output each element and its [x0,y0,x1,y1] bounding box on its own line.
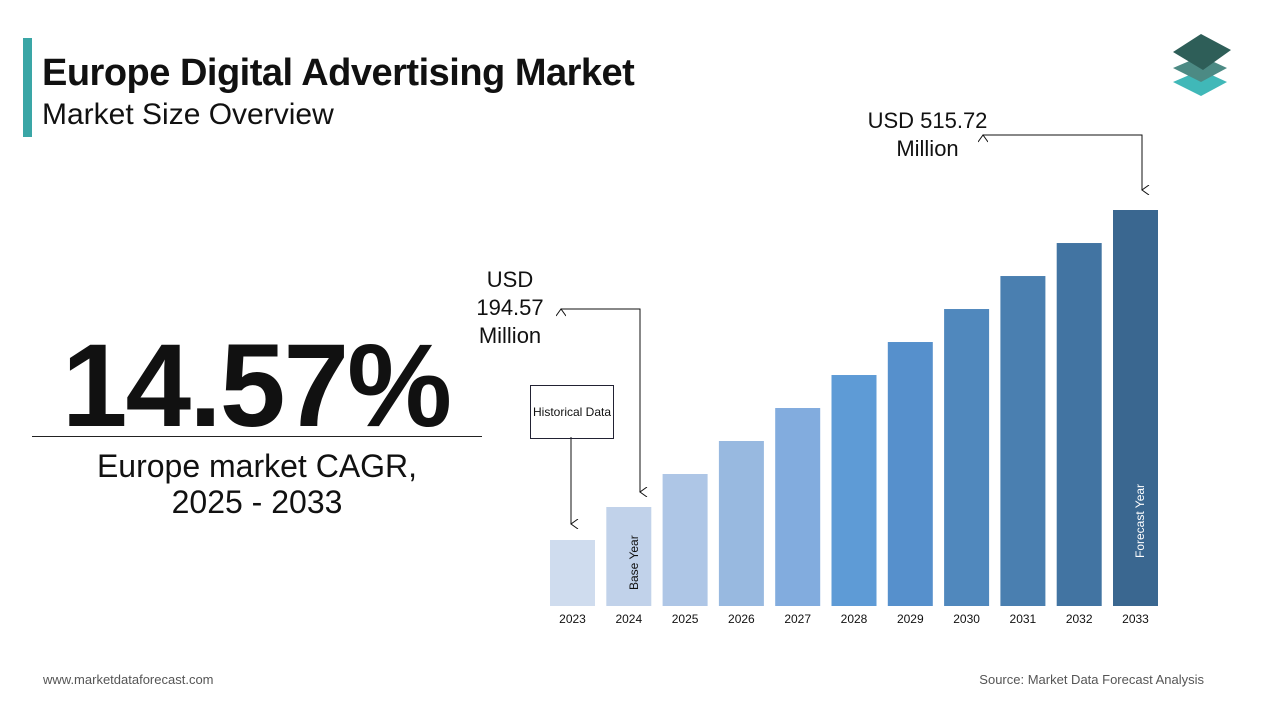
x-tick-label: 2032 [1065,612,1093,626]
x-tick-label: 2028 [840,612,868,626]
bar-2031 [1000,276,1046,606]
bar-2024 [606,507,652,606]
website-link[interactable]: www.marketdataforecast.com [43,672,214,687]
page-subtitle: Market Size Overview [42,98,334,131]
x-tick-label: 2033 [1122,612,1149,626]
bar-2030 [944,309,990,606]
x-tick-label: 2029 [896,612,924,626]
end-value-line2: Million [896,136,959,161]
historical-data-box: Historical Data [530,385,614,439]
bar-2033 [1113,210,1158,606]
end-value-arrow [983,135,1142,190]
bar-2027 [775,408,821,606]
bar-2028 [831,375,877,606]
cagr-value: 14.57% [61,320,452,452]
start-value-line3: Million [478,323,542,348]
x-tick-label: 2026 [728,612,755,626]
bar-2032 [1056,243,1102,606]
bar-2025 [662,474,708,606]
bar-2023 [550,540,595,606]
page-title: Europe Digital Advertising Market [42,52,635,94]
x-tick-label: 2023 [559,612,586,626]
cagr-label: Europe market CAGR, 2025 - 2033 [32,448,482,520]
start-value-line2: 194.57 [476,295,544,320]
cagr-label-line1: Europe market CAGR, [96,448,418,484]
base-year-label: Base Year [627,535,641,590]
start-value-line1: USD [486,267,534,292]
bar-2029 [887,342,933,606]
start-value-annotation: USD 194.57 Million [460,266,560,350]
cagr-label-line2: 2025 - 2033 [171,484,343,520]
end-value-line1: USD 515.72 [867,108,988,133]
start-value-arrow [561,309,640,492]
forecast-year-label: Forecast Year [1133,483,1147,558]
end-value-annotation: USD 515.72 Million [850,107,1005,163]
source-note: Source: Market Data Forecast Analysis [979,672,1204,687]
x-tick-label: 2025 [671,612,699,626]
bar-2026 [718,441,764,606]
x-tick-label: 2030 [953,612,980,626]
x-tick-label: 2027 [784,612,812,626]
divider [32,436,482,437]
x-tick-label: 2024 [615,612,643,626]
x-tick-label: 2031 [1009,612,1037,626]
accent-bar [23,38,32,137]
logo-icon [1173,34,1231,96]
